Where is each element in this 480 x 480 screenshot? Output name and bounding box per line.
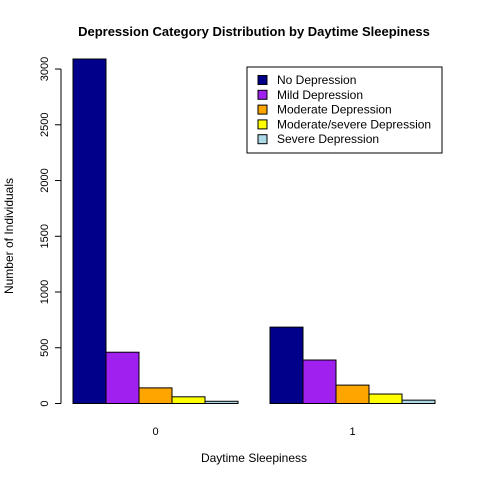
bar	[171, 396, 206, 404]
bar	[302, 359, 337, 404]
y-tick-label: 1000	[39, 280, 51, 304]
y-tick-label: 2500	[39, 113, 51, 137]
x-tick-label: 1	[349, 426, 355, 438]
legend-entry: Moderate Depression	[277, 103, 392, 117]
legend-entry: No Depression	[277, 73, 356, 87]
legend-swatch	[257, 89, 268, 100]
y-tick-label: 500	[39, 339, 51, 357]
x-axis-label: Daytime Sleepiness	[201, 451, 307, 465]
chart-title: Depression Category Distribution by Dayt…	[78, 24, 430, 39]
legend-entry: Mild Depression	[277, 88, 363, 102]
legend-swatch	[257, 104, 268, 115]
legend-entry: Moderate/severe Depression	[277, 117, 431, 131]
y-tick-label: 1500	[39, 224, 51, 248]
bar	[105, 351, 140, 404]
bar	[368, 393, 403, 405]
y-axis: 0 500 1000 1500 2000 2500 3000	[39, 57, 62, 407]
legend-swatch	[257, 134, 268, 145]
bar	[335, 384, 370, 405]
legend-box	[246, 66, 443, 154]
y-tick-label: 0	[39, 400, 51, 406]
legend-swatch	[257, 75, 268, 85]
bar	[269, 326, 304, 404]
y-tick-label: 3000	[39, 57, 51, 81]
bar	[138, 387, 173, 404]
bars	[72, 58, 436, 405]
y-axis-label: Number of Individuals	[2, 178, 16, 294]
x-tick-label: 0	[152, 426, 158, 438]
y-tick-label: 2000	[39, 168, 51, 192]
bar	[204, 400, 239, 405]
bar	[401, 399, 436, 404]
bar	[72, 58, 107, 404]
legend-swatch	[257, 119, 268, 130]
legend-entry: Severe Depression	[277, 132, 379, 146]
